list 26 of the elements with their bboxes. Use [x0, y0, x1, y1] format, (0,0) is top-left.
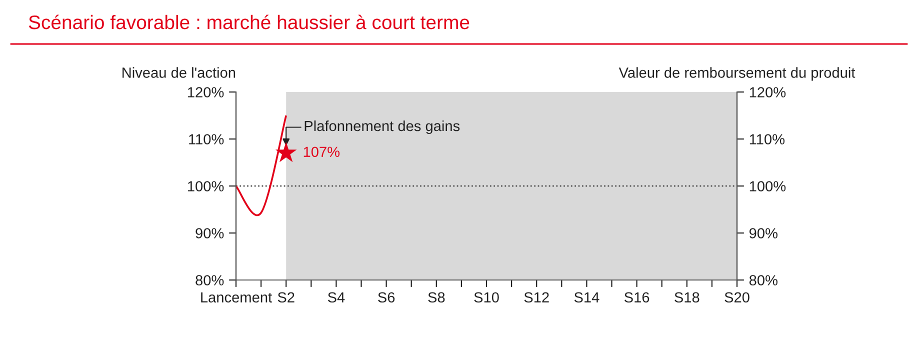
- x-tick-label: Lancement: [201, 292, 272, 303]
- x-tick-label: S6: [378, 292, 395, 303]
- y-tick-label: 90%: [196, 228, 224, 238]
- y-axis-title: Niveau de l'action: [122, 67, 236, 78]
- x-tick-label: S18: [674, 292, 700, 303]
- y2-tick-label: 120%: [750, 87, 786, 98]
- y2-tick-label: 80%: [749, 275, 778, 286]
- y2-tick-label: 110%: [750, 134, 785, 144]
- x-tick-label: S12: [524, 292, 549, 303]
- y-tick-label: 120%: [188, 87, 224, 98]
- y2-axis-title: Valeur de remboursement du produit: [618, 67, 856, 81]
- y-tick-label: 100%: [188, 181, 224, 192]
- data-label: 107%: [304, 146, 340, 158]
- x-tick-label: S20: [724, 292, 750, 303]
- x-tick-label: S14: [574, 292, 600, 303]
- y2-tick-label: 90%: [749, 228, 778, 238]
- x-tick-label: S4: [328, 292, 345, 303]
- x-tick-label: S16: [624, 292, 650, 303]
- x-tick-label: S10: [474, 292, 499, 303]
- y2-tick-label: 100%: [750, 181, 786, 192]
- annotation: Plafonnement des gains: [304, 120, 460, 134]
- chart-title: Scénario favorable : marché haussier à court terme: [28, 14, 470, 30]
- x-tick-label: S8: [428, 292, 445, 303]
- y-tick-label: 80%: [196, 275, 224, 286]
- y-tick-label: 110%: [189, 134, 224, 144]
- x-tick-label: S2: [278, 292, 294, 303]
